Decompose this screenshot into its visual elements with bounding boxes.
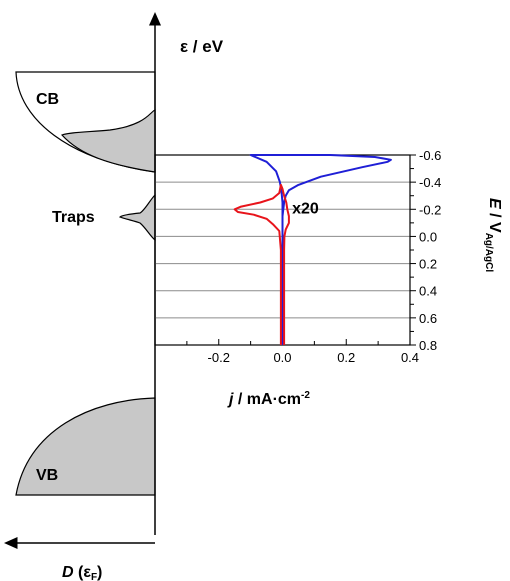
x-axis-label-sup: -2	[301, 390, 310, 401]
density-of-states-panel: CB Traps VB	[15, 71, 156, 496]
dos-axis-label-close: )	[97, 564, 102, 581]
y-tick-label: 0.0	[419, 229, 437, 244]
y-tick-label: 0.4	[419, 284, 437, 299]
y-axis-label-sub: Ag/AgCl	[483, 233, 494, 273]
y-tick-label: 0.2	[419, 257, 437, 272]
series-line-1	[233, 183, 290, 345]
dos-axis-label-main: D	[62, 564, 74, 581]
y-tick-marks: -0.6 -0.4 -0.2 0.0 0.2 0.4 0.6 0.8	[410, 148, 441, 353]
x-tick-label: 0.2	[337, 350, 355, 365]
y-axis-label: E / VAg/AgCl	[483, 198, 503, 272]
dos-axis-label: D (εF)	[62, 564, 102, 581]
y-tick-label: -0.4	[419, 175, 441, 190]
x-tick-label: -0.2	[208, 350, 230, 365]
vb-band-shape	[15, 397, 156, 496]
series-line-0	[249, 154, 392, 345]
x-tick-marks: -0.2 0.0 0.2 0.4	[186, 339, 419, 365]
vb-label: VB	[36, 467, 58, 484]
cb-label: CB	[36, 91, 59, 108]
series-group	[233, 154, 392, 345]
energy-axis-label: ε / eV	[180, 37, 224, 56]
y-tick-label: 0.8	[419, 338, 437, 353]
x-axis-label: j / mA·cm-2	[227, 390, 310, 408]
x-tick-label: 0.0	[273, 350, 291, 365]
y-axis-label-rest: / V	[486, 209, 503, 233]
cb-filled-region	[60, 109, 156, 173]
x-axis-label-rest: / mA·cm	[233, 391, 301, 408]
y-tick-label: -0.2	[419, 202, 441, 217]
x-axis-label-main: j	[227, 391, 234, 408]
x20-annotation: x20	[292, 200, 319, 217]
dos-axis-label-subsub: F	[91, 572, 97, 581]
dos-axis-label-sub: (ε	[78, 564, 91, 581]
x-tick-label: 0.4	[401, 350, 419, 365]
y-tick-label: -0.6	[419, 148, 441, 163]
cv-chart: -0.6 -0.4 -0.2 0.0 0.2 0.4 0.6 0.8 -0.2 0.0 0.2 0.…	[154, 148, 503, 408]
traps-shape	[118, 193, 156, 242]
y-axis-label-main: E	[486, 198, 503, 210]
traps-label: Traps	[52, 209, 95, 226]
y-tick-label: 0.6	[419, 311, 437, 326]
